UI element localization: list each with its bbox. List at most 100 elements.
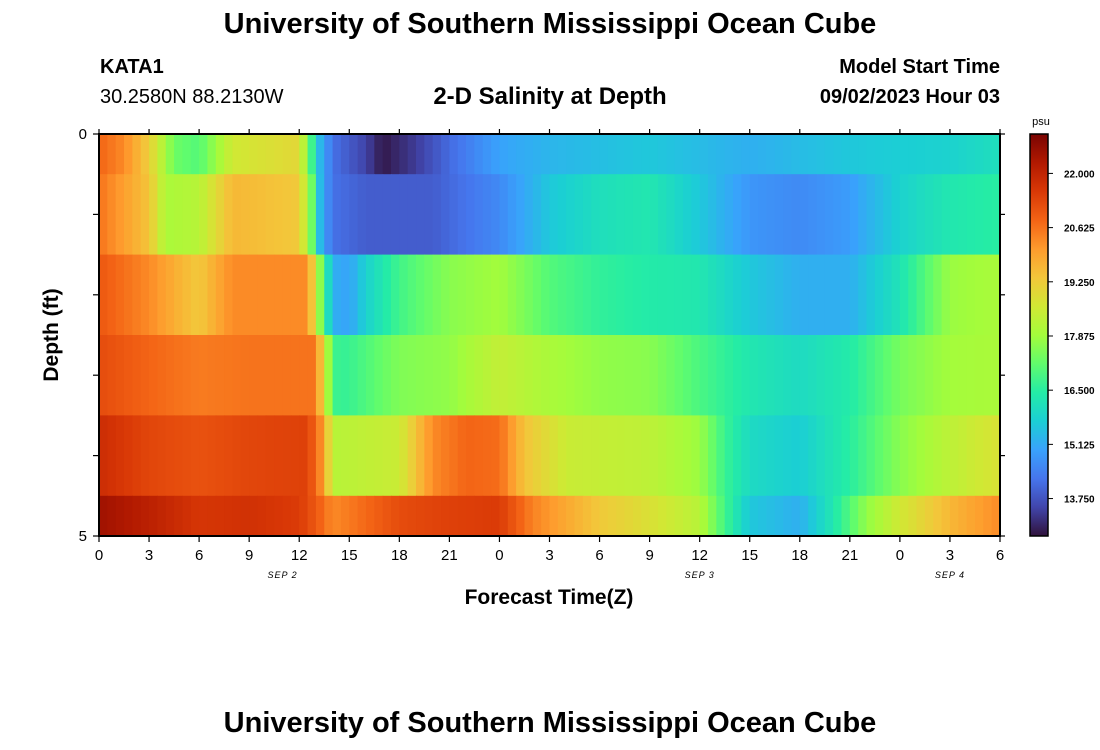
heatmap-cell	[649, 415, 659, 497]
heatmap-cell	[140, 134, 150, 175]
heatmap-cell	[240, 335, 250, 416]
heatmap-cell	[966, 134, 976, 175]
heatmap-cell	[541, 335, 551, 416]
heatmap-cell	[607, 254, 617, 336]
heatmap-cell	[157, 335, 167, 416]
heatmap-cell	[449, 415, 459, 497]
heatmap-cell	[841, 335, 851, 416]
heatmap-cell	[491, 134, 501, 175]
heatmap-cell	[841, 134, 851, 175]
heatmap-cell	[841, 495, 851, 537]
heatmap-cell	[441, 134, 450, 175]
heatmap-cell	[290, 174, 300, 256]
heatmap-cell	[457, 415, 467, 497]
heatmap-cell	[766, 254, 776, 336]
heatmap-cell	[574, 495, 584, 537]
heatmap-cell	[257, 415, 267, 497]
heatmap-cell	[891, 415, 901, 497]
heatmap-cell	[99, 134, 108, 175]
heatmap-cell	[741, 415, 751, 497]
heatmap-cell	[107, 495, 117, 537]
heatmap-cell	[140, 254, 150, 336]
heatmap-cell	[649, 174, 659, 256]
heatmap-cell	[824, 495, 834, 537]
heatmap-cell	[357, 335, 367, 416]
heatmap-cell	[416, 415, 425, 497]
heatmap-cell	[524, 254, 534, 336]
heatmap-cell	[157, 174, 167, 256]
heatmap-cell	[899, 134, 909, 175]
heatmap-cell	[799, 335, 809, 416]
heatmap-cell	[607, 174, 617, 256]
heatmap-cell	[691, 415, 701, 497]
heatmap-cell	[983, 174, 993, 256]
heatmap-cell	[991, 174, 1001, 256]
heatmap-cell	[866, 415, 876, 497]
heatmap-cell	[657, 254, 667, 336]
heatmap-cell	[324, 335, 334, 416]
heatmap-cell	[532, 174, 542, 256]
heatmap-cell	[532, 134, 542, 175]
heatmap-cell	[674, 495, 684, 537]
x-tick-label: 21	[841, 547, 858, 564]
heatmap-cell	[708, 495, 717, 537]
heatmap-cell	[749, 254, 759, 336]
heatmap-cell	[299, 415, 309, 497]
heatmap-cell	[908, 415, 918, 497]
heatmap-cell	[716, 134, 726, 175]
heatmap-cell	[966, 495, 976, 537]
heatmap-cell	[541, 174, 551, 256]
heatmap-cell	[924, 335, 934, 416]
heatmap-cell	[449, 335, 459, 416]
heatmap-cell	[290, 495, 300, 537]
station-name: KATA1	[100, 56, 164, 78]
heatmap-cell	[174, 335, 184, 416]
heatmap-cell	[332, 335, 342, 416]
heatmap-cell	[182, 335, 192, 416]
heatmap-cell	[449, 134, 459, 175]
heatmap-cell	[482, 415, 492, 497]
heatmap-cell	[107, 174, 117, 256]
heatmap-cells	[99, 134, 1001, 537]
heatmap-cell	[257, 254, 267, 336]
heatmap-cell	[382, 335, 392, 416]
y-tick-label: 5	[79, 528, 87, 545]
heatmap-cell	[240, 254, 250, 336]
heatmap-cell	[240, 134, 250, 175]
heatmap-cell	[315, 174, 325, 256]
heatmap-cell	[816, 174, 826, 256]
heatmap-cell	[382, 134, 392, 175]
heatmap-cell	[666, 415, 676, 497]
heatmap-cell	[916, 335, 926, 416]
heatmap-cell	[349, 415, 359, 497]
heatmap-cell	[199, 174, 209, 256]
heatmap-cell	[99, 335, 108, 416]
heatmap-cell	[649, 335, 659, 416]
heatmap-cell	[899, 174, 909, 256]
heatmap-cell	[624, 174, 634, 256]
heatmap-cell	[482, 495, 492, 537]
heatmap-cell	[774, 495, 784, 537]
heatmap-cell	[849, 495, 859, 537]
colorbar-tick-label: 22.000	[1064, 169, 1095, 180]
heatmap-cell	[741, 134, 751, 175]
heatmap-cell	[749, 495, 759, 537]
heatmap-cell	[124, 495, 133, 537]
heatmap-cell	[290, 134, 300, 175]
heatmap-cell	[390, 174, 400, 256]
heatmap-cell	[541, 495, 551, 537]
heatmap-cell	[858, 335, 868, 416]
heatmap-cell	[916, 254, 926, 336]
heatmap-cell	[557, 495, 567, 537]
heatmap-cell	[874, 174, 884, 256]
heatmap-cell	[207, 495, 217, 537]
heatmap-cell	[199, 335, 209, 416]
heatmap-cell	[816, 335, 826, 416]
heatmap-cell	[591, 495, 601, 537]
heatmap-cell	[165, 335, 175, 416]
x-tick-label: 15	[341, 547, 358, 564]
heatmap-cell	[766, 174, 776, 256]
heatmap-cell	[399, 134, 409, 175]
heatmap-cell	[232, 134, 242, 175]
heatmap-cell	[516, 415, 526, 497]
